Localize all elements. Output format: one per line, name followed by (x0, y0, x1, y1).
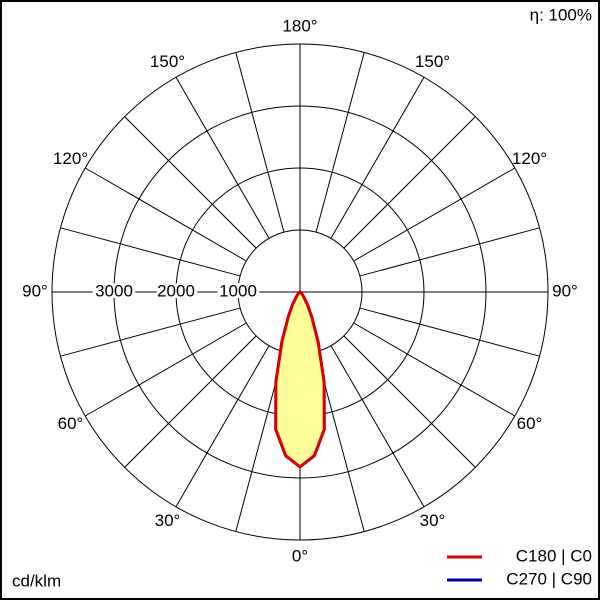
spoke (175, 345, 270, 508)
efficiency: η: 100% (530, 5, 592, 24)
intensity-curve (274, 290, 326, 469)
angle-label: 90° (552, 281, 578, 300)
spoke (315, 52, 365, 233)
angle-label: 30° (420, 511, 446, 530)
angle-label: 0° (292, 546, 308, 565)
spoke (359, 227, 540, 277)
angle-label: 180° (282, 16, 317, 35)
legend-label: C270 | C90 (506, 569, 592, 588)
spoke (353, 322, 516, 417)
spoke (84, 167, 247, 262)
r-tick-label: 1000 (219, 281, 257, 300)
angle-label: 60° (517, 414, 543, 433)
spoke (84, 322, 247, 417)
unit-label: cd/klm (12, 571, 61, 590)
r-tick-label: 2000 (157, 281, 195, 300)
spoke (330, 345, 425, 508)
spoke (353, 167, 516, 262)
angle-label: 120° (53, 149, 88, 168)
angle-label: 120° (512, 149, 547, 168)
spoke (330, 76, 425, 239)
angle-label: 90° (22, 281, 48, 300)
spoke (60, 307, 241, 357)
spoke (235, 52, 285, 233)
spoke (124, 335, 257, 468)
legend-label: C180 | C0 (516, 546, 592, 565)
outer-ring (51, 43, 549, 541)
spoke (359, 307, 540, 357)
angle-label: 30° (155, 511, 181, 530)
spoke (343, 116, 476, 249)
angle-label: 150° (415, 52, 450, 71)
spoke (343, 335, 476, 468)
grid-ring (113, 105, 487, 479)
r-tick-label: 3000 (95, 281, 133, 300)
spoke (124, 116, 257, 249)
spoke (60, 227, 241, 277)
angle-label: 60° (58, 414, 84, 433)
angle-label: 150° (150, 52, 185, 71)
spoke (175, 76, 270, 239)
